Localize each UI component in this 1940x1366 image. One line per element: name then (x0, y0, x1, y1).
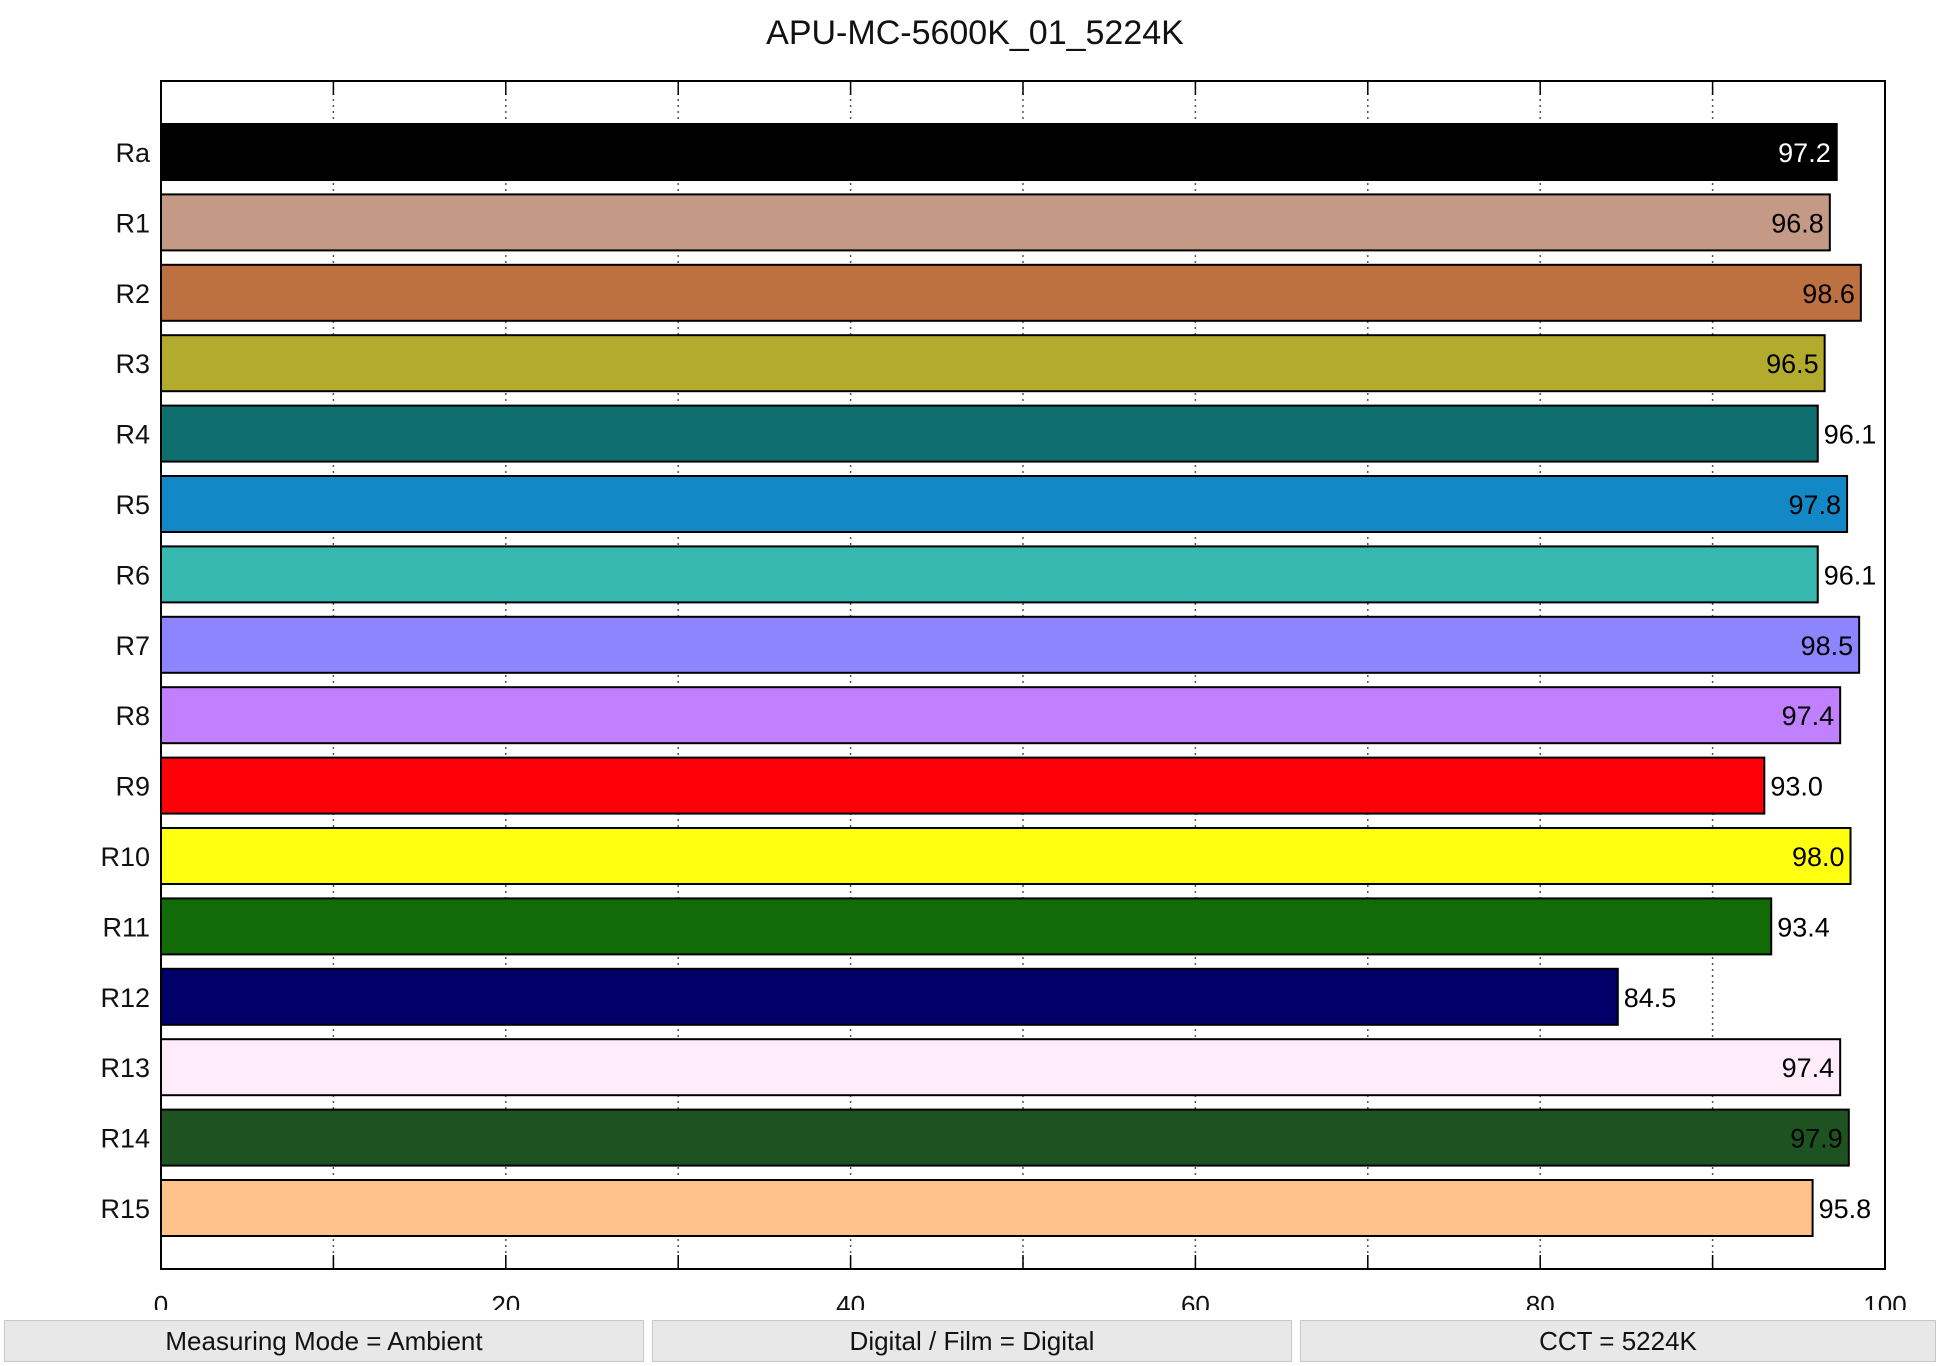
x-tick-label: 20 (491, 1290, 520, 1310)
bar-r13 (160, 1038, 1842, 1097)
bar-r3 (160, 334, 1826, 393)
cct-box: CCT = 5224K (1300, 1320, 1936, 1362)
bar-r14 (160, 1108, 1850, 1167)
digital-film-box: Digital / Film = Digital (652, 1320, 1292, 1362)
value-label: 96.8 (1771, 208, 1824, 238)
category-label: R7 (115, 631, 150, 661)
category-label: R11 (102, 912, 150, 942)
category-label: R13 (100, 1053, 150, 1083)
bar-r7 (160, 615, 1861, 674)
value-label: 96.5 (1766, 349, 1819, 379)
category-label: R10 (100, 842, 150, 872)
category-label: R6 (115, 560, 150, 590)
measuring-mode-box: Measuring Mode = Ambient (4, 1320, 644, 1362)
category-label: R1 (115, 208, 150, 238)
value-label: 93.0 (1770, 772, 1823, 802)
value-label: 84.5 (1624, 983, 1677, 1013)
bars-layer: Ra 97.2 R1 96.8 R2 98.6 R3 96.5 R4 96.1 R5 97.8 R6 96… (100, 123, 1877, 1237)
cri-bar-chart: APU-MC-5600K_01_5224K Ra 97.2 R1 96.8 R2 98.6… (100, 14, 1907, 1310)
value-label: 98.0 (1792, 842, 1845, 872)
category-label: R5 (115, 490, 150, 520)
x-tick-label: 100 (1863, 1290, 1906, 1310)
bar-r1 (160, 193, 1831, 252)
category-label: R12 (100, 983, 150, 1013)
category-label: R4 (115, 420, 150, 450)
value-label: 98.5 (1801, 631, 1854, 661)
bar-r12 (160, 967, 1619, 1026)
value-label: 97.4 (1782, 701, 1835, 731)
value-label: 97.4 (1782, 1053, 1835, 1083)
x-tick-label: 80 (1526, 1290, 1555, 1310)
category-label: R3 (115, 349, 150, 379)
x-tick-label: 40 (836, 1290, 865, 1310)
bar-r6 (160, 545, 1819, 604)
chart-title: APU-MC-5600K_01_5224K (766, 14, 1184, 52)
category-label: R8 (115, 701, 150, 731)
x-tick-label: 0 (154, 1290, 168, 1310)
value-label: 97.8 (1789, 490, 1842, 520)
bar-r5 (160, 475, 1849, 533)
value-label: 95.8 (1819, 1194, 1872, 1224)
value-label: 97.9 (1790, 1124, 1843, 1154)
bar-r8 (160, 686, 1842, 745)
bar-ra (160, 123, 1838, 181)
bar-r11 (160, 897, 1773, 956)
category-label: R14 (100, 1124, 150, 1154)
status-footer: Measuring Mode = Ambient Digital / Film … (0, 1320, 1940, 1364)
category-label: R2 (115, 279, 150, 309)
x-axis: 0 20 40 60 80 100 (154, 1290, 1907, 1310)
value-label: 93.4 (1777, 912, 1830, 942)
category-label: R9 (115, 772, 150, 802)
value-label: 96.1 (1824, 560, 1877, 590)
bar-r10 (160, 827, 1852, 885)
bar-r4 (160, 404, 1819, 463)
bar-r9 (160, 756, 1766, 815)
value-label: 96.1 (1824, 420, 1877, 450)
x-tick-label: 60 (1181, 1290, 1210, 1310)
bar-r15 (160, 1179, 1814, 1237)
category-label: R15 (100, 1194, 150, 1224)
bar-r2 (160, 263, 1862, 322)
value-label: 97.2 (1778, 138, 1831, 168)
value-label: 98.6 (1802, 279, 1855, 309)
category-label: Ra (115, 138, 150, 168)
